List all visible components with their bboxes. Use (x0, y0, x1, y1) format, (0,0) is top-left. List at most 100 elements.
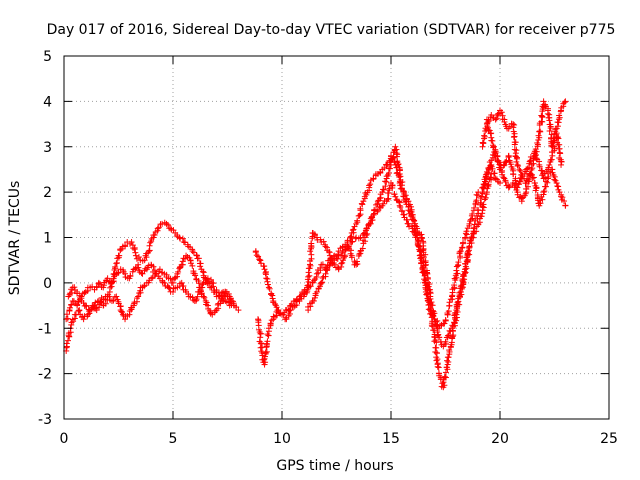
data-point-interp (552, 126, 559, 133)
data-point-interp (454, 301, 461, 308)
data-point-interp (381, 164, 388, 171)
data-point (435, 325, 442, 332)
data-point-interp (115, 269, 122, 276)
data-point-interp (74, 301, 81, 308)
data-point-interp (487, 162, 494, 169)
data-point (135, 293, 142, 300)
data-point-interp (546, 161, 553, 168)
data-point-interp (320, 238, 327, 245)
y-tick-label: 1 (43, 231, 52, 247)
data-point-interp (364, 230, 371, 237)
data-point (562, 98, 569, 105)
data-point-interp (385, 195, 392, 202)
y-tick-label: 3 (43, 140, 52, 156)
data-point-interp (408, 222, 415, 229)
data-point-interp (444, 357, 451, 364)
data-point-interp (487, 174, 494, 181)
data-point-interp (219, 296, 226, 303)
data-point-interp (511, 146, 518, 153)
data-point-interp (112, 263, 119, 270)
data-point (156, 266, 163, 273)
data-point-interp (464, 259, 471, 266)
data-point-interp (367, 181, 374, 188)
data-point (91, 302, 98, 309)
data-point-interp (535, 132, 542, 139)
data-point-interp (308, 251, 315, 258)
data-point-interp (532, 187, 539, 194)
data-point-interp (411, 217, 418, 224)
data-point-interp (441, 320, 448, 327)
data-point-interp (482, 180, 489, 187)
data-point-interp (380, 200, 387, 207)
x-tick-label: 5 (169, 431, 178, 447)
data-point (128, 239, 135, 246)
data-point-interp (442, 369, 449, 376)
data-point-interp (445, 354, 452, 361)
data-point-interp (513, 155, 520, 162)
data-point (113, 293, 120, 300)
data-point-interp (473, 228, 480, 235)
data-point-interp (268, 291, 275, 298)
data-point-interp (529, 175, 536, 182)
data-point-interp (225, 290, 232, 297)
data-point-interp (63, 311, 70, 318)
data-point-interp (197, 260, 204, 267)
data-point-interp (132, 265, 139, 272)
data-point-interp (536, 128, 543, 135)
data-point-interp (539, 196, 546, 203)
data-point-interp (533, 184, 540, 191)
data-point (322, 243, 329, 250)
data-point-interp (409, 216, 416, 223)
data-point (392, 193, 399, 200)
data-point-interp (426, 301, 433, 308)
data-point-interp (478, 213, 485, 220)
data-point-interp (90, 305, 97, 312)
data-point (462, 266, 469, 273)
data-point-interp (482, 194, 489, 201)
data-point-interp (319, 279, 326, 286)
data-point-interp (466, 251, 473, 258)
data-point (176, 234, 183, 241)
data-point-interp (433, 357, 440, 364)
data-point-interp (458, 291, 465, 298)
data-point-interp (511, 141, 518, 148)
data-point-interp (498, 109, 505, 116)
data-point-interp (68, 302, 75, 309)
y-tick-label: -1 (38, 321, 52, 337)
data-point-interp (324, 266, 331, 273)
data-point-interp (359, 245, 366, 252)
data-point-interp (453, 317, 460, 324)
data-point-interp (481, 132, 488, 139)
data-point-interp (285, 306, 292, 313)
x-tick-label: 25 (600, 431, 618, 447)
data-point-interp (408, 203, 415, 210)
data-point-interp (545, 173, 552, 180)
data-point-interp (420, 270, 427, 277)
data-point-interp (547, 125, 554, 132)
data-point-interp (131, 246, 138, 253)
data-point (154, 225, 161, 232)
data-point-interp (433, 339, 440, 346)
data-point-interp (205, 280, 212, 287)
x-tick-label: 0 (60, 431, 69, 447)
data-point-interp (196, 284, 203, 291)
data-point-interp (421, 276, 428, 283)
data-point-interp (406, 223, 413, 230)
data-point-interp (257, 330, 264, 337)
data-point (370, 175, 377, 182)
data-point-interp (543, 178, 550, 185)
y-axis-label: SDTVAR / TECUs (7, 181, 23, 296)
data-point-interp (416, 246, 423, 253)
data-point-interp (213, 289, 220, 296)
data-point (353, 261, 360, 268)
data-point-interp (442, 316, 449, 323)
data-point (558, 161, 565, 168)
data-point-interp (347, 234, 354, 241)
data-point-interp (329, 260, 336, 267)
data-point (483, 170, 490, 177)
data-point-interp (348, 254, 355, 261)
data-point (122, 316, 129, 323)
data-point-interp (108, 283, 115, 290)
data-point-interp (384, 196, 391, 203)
data-point-interp (135, 264, 142, 271)
